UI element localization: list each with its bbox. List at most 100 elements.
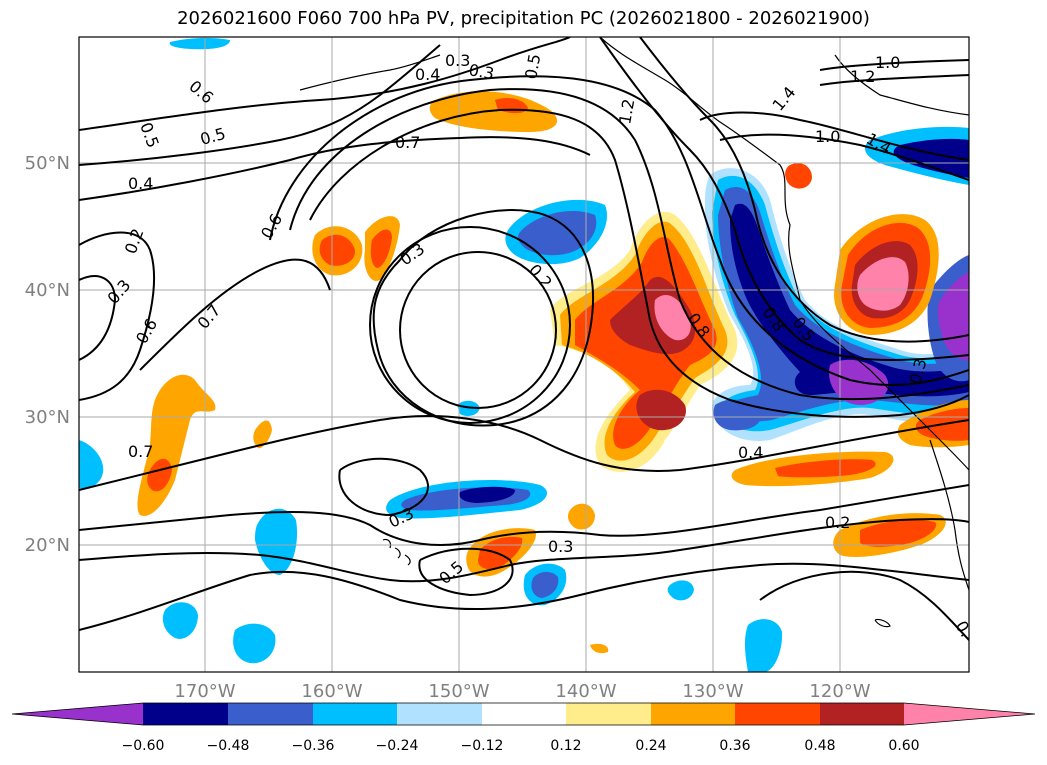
hawaiian-islands-outline	[382, 538, 411, 566]
pv-contour-main-2	[289, 88, 969, 401]
contour-label: 0.4	[128, 174, 153, 193]
pv-contour-north-3	[79, 136, 591, 201]
colorbar-tick-label: 0.24	[635, 738, 666, 754]
pv-contour-west-1	[79, 231, 156, 401]
precip-anomaly-fill	[79, 37, 969, 672]
west-coast-outline	[599, 37, 969, 471]
lat-tick-label: 30°N	[25, 407, 70, 428]
precip-zone-western-red-2	[370, 229, 392, 268]
precip-zone-small-cyan	[667, 580, 694, 601]
colorbar-tick-label: −0.12	[461, 738, 504, 754]
colorbar-swatch	[651, 703, 735, 725]
baja-outline	[929, 439, 969, 591]
contour-label: 1.2	[615, 97, 638, 125]
pv-contour-ne-1	[699, 111, 969, 161]
precip-zone-dateline-small-orange	[253, 420, 272, 449]
colorbar-tick-label: −0.24	[376, 738, 419, 754]
pv-contour-ne-3	[819, 59, 969, 71]
colorbar-tick-label: 0.60	[888, 738, 919, 754]
colorbar-low-extend	[12, 703, 143, 725]
colorbar-tick-label: −0.60	[122, 738, 165, 754]
colorbar-outline	[11, 702, 1036, 726]
precip-zone-subtropic-darkred	[636, 389, 686, 431]
pv-contour-ne-2	[719, 133, 969, 181]
colorbar-tick-label: −0.48	[207, 738, 250, 754]
lat-tick-label: 50°N	[25, 153, 70, 174]
precip-zone-south-blue	[531, 571, 559, 598]
colorbar-tick-label: 0.48	[804, 738, 835, 754]
colorbar-high-extend	[904, 703, 1035, 725]
pv-contour-main-3	[269, 75, 969, 386]
map-title: 2026021600 F060 700 hPa PV, precipitatio…	[177, 8, 870, 29]
precip-zone-sw-small-cyan-1	[162, 602, 198, 639]
lat-tick-label: 20°N	[25, 535, 70, 556]
lon-tick-label: 140°W	[555, 681, 616, 702]
colorbar-swatch	[228, 703, 313, 725]
colorbar-swatch	[735, 703, 820, 725]
pv-contour-main-4	[599, 37, 969, 361]
lon-tick-label: 130°W	[682, 681, 743, 702]
colorbar-tick-label: 0.36	[719, 738, 750, 754]
contour-label: 0.3	[467, 60, 495, 83]
pv-contour-hawaii-loop	[338, 457, 430, 517]
precip-zone-vancouver-red	[785, 163, 812, 189]
precip-zone-gulf-alaska-orange	[429, 91, 558, 132]
lon-tick-label: 170°W	[174, 681, 235, 702]
precip-zone-tiny-orange	[590, 643, 609, 654]
colorbar-swatch	[143, 703, 228, 725]
lon-tick-label: 160°W	[301, 681, 362, 702]
precip-zone-offshore-blue	[713, 399, 761, 431]
colorbar-swatch	[820, 703, 904, 725]
contour-label: 1.2	[850, 67, 875, 86]
pv-contour-south-3	[79, 518, 969, 583]
pv-contour-north-2	[79, 44, 441, 166]
precip-zone-subtropic-red	[775, 459, 876, 478]
pv-contour-south-4	[79, 562, 969, 631]
map-frame	[78, 36, 970, 673]
pv-contour-west-2	[79, 275, 117, 361]
precip-zone-western-red-1	[319, 234, 356, 266]
pv-contour-south-1	[79, 415, 969, 491]
pv-contour-ne-4	[819, 74, 969, 86]
precip-zone-hawaii-navy	[459, 486, 515, 503]
precip-zone-west-coast-blue	[718, 186, 969, 422]
pv-contour-se	[759, 570, 969, 641]
pv-contour-south-2	[79, 484, 969, 546]
precip-zone-dateline-red	[147, 458, 172, 492]
lon-tick-label: 120°W	[809, 681, 870, 702]
colorbar-tick-label: −0.36	[292, 738, 335, 754]
contour-label: 1.0	[815, 127, 840, 146]
pv-contour-ring-3	[372, 209, 594, 427]
lon-axis-labels: 170°W 160°W 150°W 140°W 130°W 120°W	[174, 681, 870, 702]
precip-zone-small-orange	[567, 503, 595, 530]
contour-label: 1.0	[875, 53, 900, 72]
precip-zone-se-cyan	[744, 619, 783, 672]
precip-zone-west-edge-cyan	[79, 440, 104, 490]
contour-label: 0.7	[128, 442, 153, 461]
colorbar-swatch	[313, 703, 397, 725]
small-island-outline	[874, 618, 891, 628]
lat-axis-labels: 50°N 40°N 30°N 20°N	[25, 153, 70, 556]
pv-contour-ring-2	[369, 226, 571, 424]
alaska-panhandle-outline	[834, 54, 969, 116]
aleutian-outline	[299, 54, 441, 91]
precip-zone-north-edge-cyan	[169, 37, 230, 50]
colorbar: −0.60 −0.48 −0.36 −0.24 −0.12 0.12 0.24 …	[11, 702, 1036, 754]
pv-contour-ring-1	[399, 251, 557, 409]
pv-contour-north-1	[79, 37, 571, 131]
pv-contour-main-5	[639, 37, 969, 343]
contour-label: 0.3	[445, 51, 470, 70]
contour-label: 0.4	[738, 443, 763, 462]
colorbar-swatch	[482, 703, 566, 725]
pv-contour-main-1	[309, 108, 969, 418]
contour-label: 0.5	[521, 52, 544, 80]
coastlines	[299, 37, 969, 628]
pv-contour-west-3	[139, 258, 331, 371]
colorbar-tick-label: 0.12	[550, 738, 581, 754]
precip-zone-intermountain-pink	[857, 257, 909, 311]
colorbar-swatch	[397, 703, 482, 725]
pv-contours	[79, 37, 969, 641]
contour-label: 0.7	[395, 133, 420, 152]
pv-contour-south-loop	[418, 547, 514, 597]
